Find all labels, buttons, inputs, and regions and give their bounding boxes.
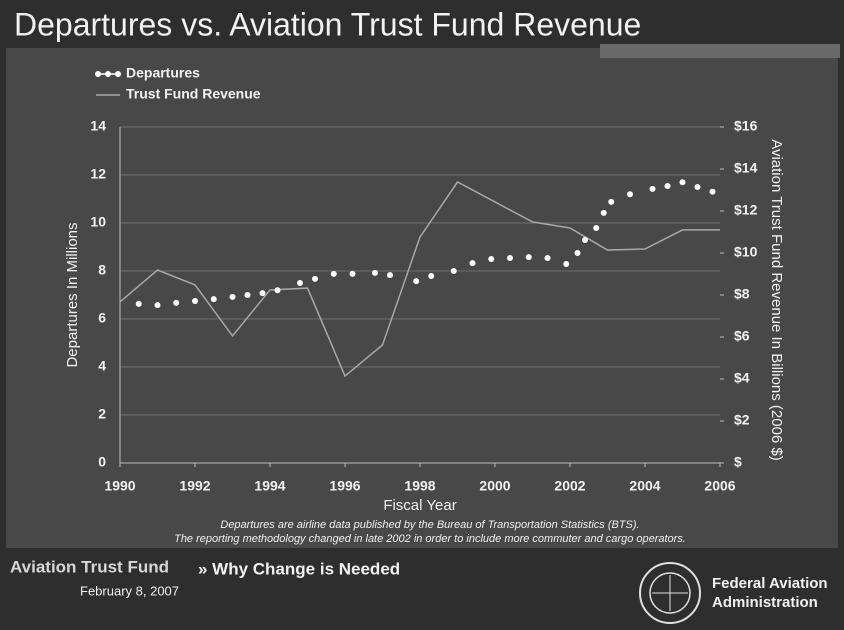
x-tick-label: 1998 bbox=[404, 478, 435, 494]
data-point bbox=[694, 184, 701, 190]
x-tick-label: 2006 bbox=[704, 478, 735, 494]
y2-tick-label: $6 bbox=[734, 328, 750, 344]
footer-section: Aviation Trust Fund bbox=[10, 557, 169, 576]
legend-label: Trust Fund Revenue bbox=[126, 86, 261, 102]
x-tick-label: 1996 bbox=[329, 478, 360, 494]
y-tick-label: 6 bbox=[98, 310, 106, 326]
y2-tick-label: $2 bbox=[734, 412, 750, 428]
data-point bbox=[349, 270, 356, 277]
y-tick-label: 4 bbox=[98, 358, 106, 374]
y-tick-label: 0 bbox=[98, 454, 106, 470]
faa-logo bbox=[639, 562, 701, 624]
legend-marker bbox=[115, 71, 121, 77]
y2-tick-label: $8 bbox=[734, 286, 750, 302]
note: Departures are airline data published by… bbox=[220, 519, 639, 531]
data-point bbox=[259, 290, 266, 297]
data-point bbox=[210, 296, 217, 303]
data-point bbox=[582, 237, 588, 244]
data-point bbox=[649, 185, 656, 192]
logo-inner bbox=[649, 572, 691, 614]
y2-axis-label: Aviation Trust Fund Revenue In Billions … bbox=[768, 139, 785, 461]
data-point bbox=[450, 268, 457, 274]
legend-label: Departures bbox=[126, 65, 200, 81]
data-point bbox=[574, 250, 581, 256]
x-tick-label: 2000 bbox=[479, 478, 510, 494]
y2-tick-label: $10 bbox=[734, 244, 758, 260]
x-tick-label: 1992 bbox=[179, 478, 210, 494]
data-point bbox=[600, 209, 607, 216]
data-point bbox=[679, 179, 686, 186]
data-point bbox=[312, 275, 318, 282]
x-tick-label: 2004 bbox=[629, 478, 660, 494]
y-axis-label: Departures In Millions bbox=[64, 222, 81, 367]
data-point bbox=[507, 255, 513, 262]
logo-globe bbox=[652, 575, 688, 611]
x-tick-label: 1994 bbox=[254, 478, 285, 494]
legend-marker bbox=[105, 71, 111, 77]
data-point bbox=[173, 299, 180, 306]
data-point bbox=[229, 293, 236, 300]
data-point bbox=[709, 188, 716, 195]
org-name: Administration bbox=[712, 594, 818, 611]
data-point bbox=[330, 270, 337, 277]
data-point bbox=[274, 287, 281, 294]
y2-tick-label: $16 bbox=[734, 118, 758, 134]
org-name: Federal Aviation bbox=[712, 575, 828, 592]
y2-tick-label: $4 bbox=[734, 370, 750, 386]
data-point bbox=[488, 256, 495, 262]
y-tick-label: 10 bbox=[90, 214, 106, 230]
data-point bbox=[413, 278, 420, 285]
chart-panel bbox=[6, 48, 838, 548]
footer-date: February 8, 2007 bbox=[80, 583, 179, 598]
data-point bbox=[664, 183, 671, 190]
x-tick-label: 2002 bbox=[554, 478, 585, 494]
data-point bbox=[608, 198, 615, 205]
data-point bbox=[154, 302, 161, 309]
data-point bbox=[135, 300, 142, 307]
chart-title: Departures vs. Aviation Trust Fund Reven… bbox=[14, 6, 641, 42]
y2-tick-label: $ bbox=[734, 454, 742, 470]
data-point bbox=[192, 298, 198, 304]
y-tick-label: 14 bbox=[90, 118, 106, 134]
series-line bbox=[119, 181, 720, 378]
data-point bbox=[297, 280, 303, 286]
data-point bbox=[593, 225, 600, 232]
data-point bbox=[563, 261, 570, 268]
y-tick-label: 8 bbox=[98, 262, 106, 278]
y-tick-label: 12 bbox=[90, 166, 106, 182]
data-point bbox=[372, 269, 378, 276]
note: The reporting methodology changed in lat… bbox=[174, 533, 686, 545]
x-axis-label: Fiscal Year bbox=[383, 497, 456, 514]
data-point bbox=[627, 191, 633, 198]
y2-tick-label: $14 bbox=[734, 160, 758, 176]
data-point bbox=[469, 260, 476, 267]
footer-subtitle: » Why Change is Needed bbox=[198, 559, 400, 578]
y2-tick-label: $12 bbox=[734, 202, 758, 218]
data-point bbox=[428, 273, 435, 280]
y-tick-label: 2 bbox=[98, 406, 106, 422]
data-point bbox=[525, 254, 532, 261]
legend-marker bbox=[95, 71, 101, 77]
data-point bbox=[244, 292, 251, 298]
data-point bbox=[544, 255, 551, 262]
x-tick-label: 1990 bbox=[104, 478, 135, 494]
data-point bbox=[387, 272, 393, 279]
title-stripe bbox=[600, 44, 840, 58]
logo-ring bbox=[639, 562, 701, 624]
